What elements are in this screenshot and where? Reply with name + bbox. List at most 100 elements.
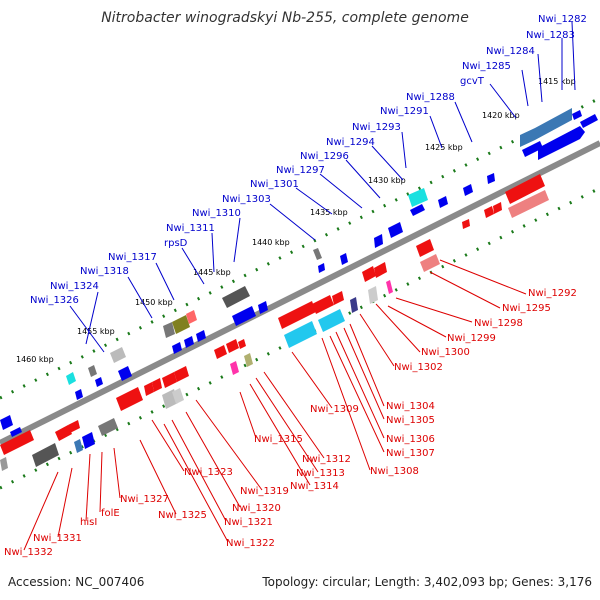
feature-gene[interactable] <box>340 253 348 265</box>
gene-label[interactable]: Nwi_1326 <box>30 295 79 306</box>
gene-label[interactable]: folE <box>101 508 120 519</box>
feature-gene[interactable] <box>278 301 316 329</box>
gene-label[interactable]: Nwi_1303 <box>222 194 271 205</box>
feature-gene[interactable] <box>487 173 495 184</box>
feature-gene[interactable] <box>98 418 118 436</box>
feature-gene[interactable] <box>538 126 585 160</box>
feature-gene[interactable] <box>438 196 448 208</box>
feature-gene[interactable] <box>0 457 8 471</box>
feature-gene[interactable] <box>66 372 76 385</box>
gene-label[interactable]: Nwi_1317 <box>108 252 157 263</box>
gene-label[interactable]: Nwi_1332 <box>4 547 53 558</box>
feature-gene[interactable] <box>408 188 428 207</box>
gene-label[interactable]: Nwi_1283 <box>526 30 575 41</box>
feature-gene[interactable] <box>55 425 72 441</box>
feature-gene[interactable] <box>463 184 473 196</box>
gene-label[interactable]: Nwi_1322 <box>226 538 275 549</box>
gene-label[interactable]: Nwi_1310 <box>192 208 241 219</box>
gene-label[interactable]: Nwi_1293 <box>352 122 401 133</box>
feature-gene[interactable] <box>172 388 184 404</box>
gene-label[interactable]: Nwi_1292 <box>528 288 577 299</box>
feature-gene[interactable] <box>110 347 126 363</box>
gene-label[interactable]: Nwi_1308 <box>370 466 419 477</box>
gene-label[interactable]: Nwi_1296 <box>300 151 349 162</box>
feature-gene[interactable] <box>163 322 175 338</box>
feature-gene[interactable] <box>505 174 545 204</box>
gene-label[interactable]: Nwi_1327 <box>120 494 169 505</box>
gene-label[interactable]: gcvT <box>460 76 485 87</box>
gene-label[interactable]: Nwi_1307 <box>386 448 435 459</box>
gene-label[interactable]: Nwi_1314 <box>290 481 339 492</box>
gene-label[interactable]: Nwi_1320 <box>232 503 281 514</box>
feature-gene[interactable] <box>238 339 246 349</box>
gene-label[interactable]: Nwi_1302 <box>394 362 443 373</box>
feature-gene[interactable] <box>68 420 80 433</box>
feature-gene[interactable] <box>362 266 376 282</box>
feature-gene[interactable] <box>416 239 434 257</box>
gene-label[interactable]: Nwi_1306 <box>386 434 435 445</box>
gene-label[interactable]: Nwi_1321 <box>224 517 273 528</box>
feature-gene[interactable] <box>410 204 425 216</box>
feature-gene[interactable] <box>374 234 383 248</box>
gene-label[interactable]: Nwi_1309 <box>310 404 359 415</box>
feature-gene[interactable] <box>462 219 470 229</box>
feature-gene[interactable] <box>520 108 572 147</box>
feature-gene[interactable] <box>313 248 322 260</box>
feature-gene[interactable] <box>332 291 344 305</box>
feature-gene[interactable] <box>152 378 162 392</box>
feature-gene[interactable] <box>0 430 34 455</box>
feature-gene[interactable] <box>493 202 502 214</box>
feature-gene[interactable] <box>580 114 598 128</box>
gene-label[interactable]: Nwi_1300 <box>421 347 470 358</box>
feature-gene[interactable] <box>368 286 378 304</box>
feature-gene[interactable] <box>10 427 22 437</box>
feature-gene[interactable] <box>75 389 83 400</box>
feature-gene[interactable] <box>88 365 97 377</box>
gene-label[interactable]: Nwi_1297 <box>276 165 325 176</box>
gene-label[interactable]: Nwi_1288 <box>406 92 455 103</box>
feature-gene[interactable] <box>420 254 440 272</box>
gene-label[interactable]: Nwi_1312 <box>302 454 351 465</box>
feature-gene[interactable] <box>572 110 582 120</box>
feature-gene[interactable] <box>95 377 103 387</box>
feature-gene[interactable] <box>232 306 256 326</box>
feature-gene[interactable] <box>32 443 59 467</box>
gene-label[interactable]: Nwi_1331 <box>33 533 82 544</box>
gene-label[interactable]: Nwi_1299 <box>447 333 496 344</box>
gene-label[interactable]: Nwi_1294 <box>326 137 375 148</box>
feature-gene[interactable] <box>244 353 253 367</box>
feature-gene[interactable] <box>386 280 393 294</box>
feature-gene[interactable] <box>388 222 403 238</box>
gene-label[interactable]: Nwi_1305 <box>386 415 435 426</box>
gene-label[interactable]: Nwi_1325 <box>158 510 207 521</box>
feature-gene[interactable] <box>196 330 206 342</box>
feature-gene[interactable] <box>184 336 194 348</box>
feature-gene[interactable] <box>374 262 387 278</box>
gene-label[interactable]: Nwi_1298 <box>474 318 523 329</box>
feature-gene[interactable] <box>222 286 250 308</box>
feature-gene[interactable] <box>312 295 334 314</box>
feature-gene[interactable] <box>318 309 345 332</box>
gene-label[interactable]: hisI <box>80 517 97 528</box>
feature-gene[interactable] <box>284 321 317 348</box>
feature-gene[interactable] <box>172 315 190 334</box>
feature-gene[interactable] <box>172 342 182 354</box>
gene-label[interactable]: Nwi_1323 <box>184 467 233 478</box>
feature-gene[interactable] <box>144 382 154 396</box>
gene-label[interactable]: Nwi_1315 <box>254 434 303 445</box>
gene-label[interactable]: Nwi_1282 <box>538 14 587 25</box>
gene-label[interactable]: Nwi_1324 <box>50 281 99 292</box>
gene-label[interactable]: Nwi_1318 <box>80 266 129 277</box>
feature-gene[interactable] <box>318 263 325 273</box>
feature-gene[interactable] <box>116 387 143 411</box>
feature-gene[interactable] <box>82 432 95 449</box>
gene-label[interactable]: Nwi_1295 <box>502 303 551 314</box>
gene-label[interactable]: Nwi_1319 <box>240 486 289 497</box>
feature-gene[interactable] <box>186 310 197 324</box>
feature-gene[interactable] <box>230 361 239 375</box>
gene-label[interactable]: Nwi_1284 <box>486 46 535 57</box>
feature-gene[interactable] <box>74 439 83 453</box>
gene-label[interactable]: Nwi_1291 <box>380 106 429 117</box>
feature-gene[interactable] <box>118 366 132 381</box>
gene-label[interactable]: Nwi_1285 <box>462 61 511 72</box>
